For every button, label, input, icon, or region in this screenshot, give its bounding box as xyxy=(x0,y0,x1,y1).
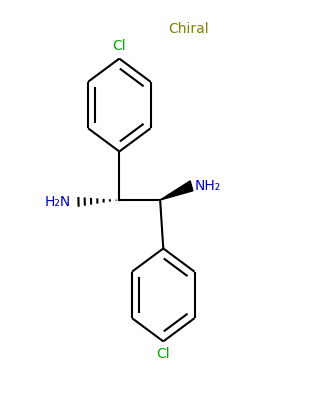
Text: Chiral: Chiral xyxy=(168,22,209,36)
Text: H₂N: H₂N xyxy=(44,195,71,209)
Polygon shape xyxy=(160,181,193,200)
Text: NH₂: NH₂ xyxy=(195,179,221,193)
Text: Cl: Cl xyxy=(156,347,170,362)
Text: Cl: Cl xyxy=(112,38,126,53)
